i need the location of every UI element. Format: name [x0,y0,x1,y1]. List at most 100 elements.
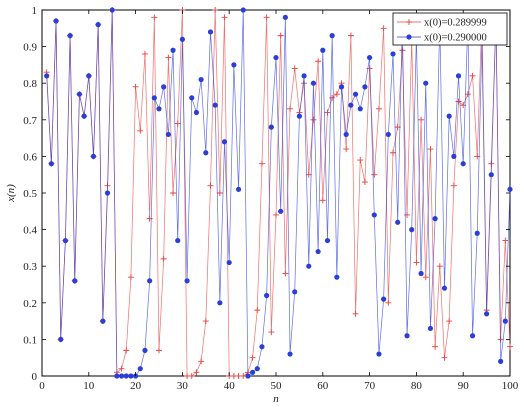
y-tick-label: 0.9 [23,42,37,54]
y-axis-label: x(n) [5,184,17,203]
data-point [395,219,401,225]
data-point [287,105,294,112]
data-point [86,73,92,79]
data-point [258,160,265,167]
data-point [320,47,326,53]
data-point [193,109,200,116]
data-point [390,51,396,57]
data-point [315,58,322,65]
data-point [455,98,462,105]
data-point [380,25,387,32]
data-point [413,259,420,266]
data-point [245,373,251,379]
y-tick-label: 0.1 [23,334,37,346]
data-point [502,237,509,244]
legend: x(0)=0.289999 x(0)=0.290000 [392,12,508,46]
data-point [385,131,391,138]
data-point [357,157,364,164]
x-tick: 10 [83,380,95,392]
data-point [352,91,359,97]
data-point [273,211,279,218]
data-point [423,80,429,86]
y-tick: 1 [32,5,38,17]
data-point [268,329,275,336]
data-point [315,248,321,255]
data-point [104,190,111,196]
data-point [170,47,176,53]
data-point [507,343,513,350]
y-tick-label: 1 [32,5,38,17]
data-point [109,7,115,13]
data-point [282,270,289,277]
data-point [203,150,209,156]
x-tick-label: 0 [39,380,45,392]
data-point [207,29,214,35]
data-point [188,373,195,379]
x-tick: 40 [224,380,236,392]
data-point [165,54,172,61]
data-point [151,14,158,21]
x-tick-label: 60 [317,380,329,392]
x-tick: 0 [39,380,45,392]
data-point [156,347,162,354]
y-tick-label: 0.7 [23,115,37,127]
data-point [268,124,274,130]
y-tick-label: 0.5 [23,188,37,200]
x-tick-label: 70 [364,380,376,392]
y-tick: 0.7 [23,115,37,127]
data-point [348,102,354,108]
data-point [114,373,120,379]
data-point [484,311,490,317]
data-point [240,7,246,13]
data-point [362,84,368,90]
data-point [488,172,494,178]
data-point [118,373,125,379]
legend-entry: x(0)=0.290000 [397,33,487,44]
data-point [160,255,167,262]
data-point [226,259,232,266]
data-point [127,274,134,281]
data-point [367,54,373,61]
data-point [235,186,242,192]
data-point [137,127,144,134]
y-tick-label: 0.6 [23,151,37,163]
data-point [427,325,434,332]
data-point [329,33,335,39]
y-tick: 0.4 [23,225,37,237]
data-point [371,212,377,218]
plot-area [41,9,511,377]
data-point [375,105,382,112]
data-point [498,358,504,364]
data-point [202,318,209,325]
data-point [432,216,438,222]
legend-entries: x(0)=0.289999 x(0)=0.290000 [397,18,487,44]
data-point [123,347,130,354]
data-point [296,113,302,119]
y-tick: 0.5 [23,188,37,200]
data-point [427,146,434,153]
data-point [460,161,466,167]
data-point [179,36,185,42]
x-tick: 30 [177,380,189,392]
data-point [264,292,270,299]
data-point [254,307,261,314]
x-tick-label: 80 [411,380,423,392]
data-point [319,197,326,204]
legend-entry: x(0)=0.289999 [397,18,487,29]
data-point [132,83,139,90]
data-point [44,73,50,79]
data-point [277,32,284,39]
y-tick: 0.2 [23,298,37,310]
data-point [287,351,293,357]
data-point [118,365,125,372]
ticks-layer: 0 10 20 30 40 50 60 70 80 90 100 0 0.1 0.2 0.3 0.4 0.5 0.… [23,5,519,392]
data-point [221,139,228,145]
data-point [333,91,340,98]
x-tick: 80 [411,380,423,392]
data-point [361,179,368,186]
y-tick-label: 0.8 [23,78,37,90]
data-point [128,373,134,379]
y-tick: 0.6 [23,151,37,163]
legend-label: x(0)=0.289999 [424,18,487,29]
series-2 [44,7,513,379]
